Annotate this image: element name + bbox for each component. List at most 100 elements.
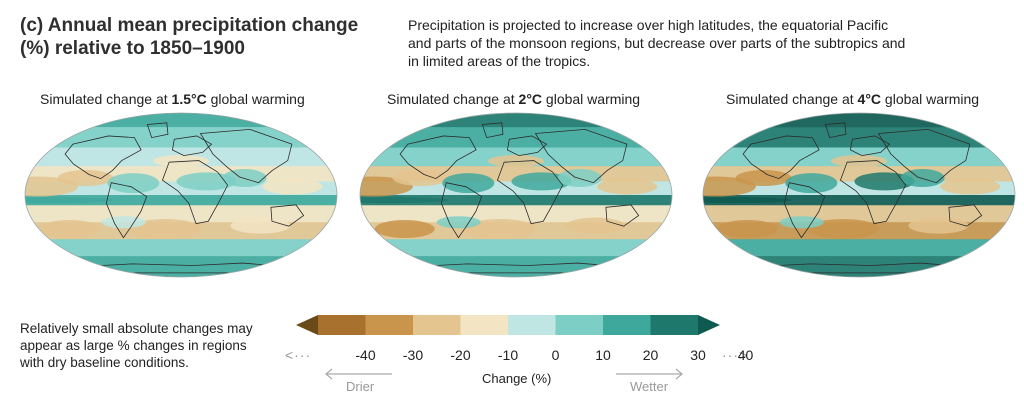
precip-patch xyxy=(831,155,887,167)
precip-patch xyxy=(392,170,449,186)
precip-patch xyxy=(360,197,449,204)
continent-outline xyxy=(877,128,971,184)
precip-patch xyxy=(785,173,838,194)
colorbar-tick-label: 30 xyxy=(690,347,706,363)
continent-outline xyxy=(839,160,907,225)
precip-patch xyxy=(557,169,602,187)
precip-band xyxy=(703,181,1015,196)
colorbar-segment xyxy=(508,315,556,335)
colorbar-tick-label: 0 xyxy=(551,347,560,363)
wetter-arrow xyxy=(616,368,683,380)
colorbar-segment xyxy=(413,315,461,335)
right-arrow-dots: ···> xyxy=(722,347,749,363)
precip-patch xyxy=(488,155,544,167)
precip-band xyxy=(25,195,337,206)
continent-outline xyxy=(105,182,148,239)
colorbar-segment xyxy=(555,315,604,335)
continent-outline xyxy=(440,182,483,239)
precip-patch xyxy=(900,169,945,187)
precip-patch xyxy=(807,219,880,239)
colorbar-segment xyxy=(365,315,414,335)
precip-patch xyxy=(703,197,792,204)
precip-band xyxy=(360,239,672,257)
colorbar-tick-label: -40 xyxy=(355,347,376,363)
map-4c xyxy=(702,112,1016,278)
map-1-5c xyxy=(24,112,338,278)
colorbar-tick-label: -20 xyxy=(450,347,471,363)
precip-patch xyxy=(129,219,202,239)
precip-patch xyxy=(597,178,658,195)
continent-outline xyxy=(172,135,213,157)
continent-outline xyxy=(399,135,477,180)
colorbar-label: Change (%) xyxy=(482,371,552,386)
precip-patch xyxy=(735,170,792,186)
continent-outline xyxy=(534,128,628,184)
precip-patch xyxy=(107,173,160,194)
continent-outline xyxy=(742,135,820,180)
precip-patch xyxy=(442,173,495,194)
precip-patch xyxy=(779,216,824,229)
map-label-3: Simulated change at 4°C global warming xyxy=(726,91,980,107)
precip-patch xyxy=(230,217,291,234)
continent-outline xyxy=(161,160,229,225)
map-label-1: Simulated change at 1.5°C global warming xyxy=(40,91,305,107)
precip-patch xyxy=(940,178,1001,195)
precip-patch xyxy=(374,220,435,238)
continent-outline xyxy=(496,160,564,225)
precip-patch xyxy=(39,220,100,238)
map-label-2: Simulated change at 2°C global warming xyxy=(387,91,641,107)
continent-outline xyxy=(199,128,293,184)
globe-outline xyxy=(702,112,1016,278)
dry-baseline-note: Relatively small absolute changes may ap… xyxy=(20,321,253,370)
figure-title: (c) Annual mean precipitation change (%)… xyxy=(20,15,359,59)
colorbar-segment xyxy=(460,315,509,335)
precip-patch xyxy=(262,178,323,195)
continent-outline xyxy=(146,122,169,139)
continent-outline xyxy=(270,204,305,227)
precip-patch xyxy=(717,220,778,238)
precip-patch xyxy=(153,155,209,167)
precip-patch xyxy=(565,217,626,234)
precip-patch xyxy=(464,219,537,239)
continent-outline xyxy=(64,135,142,180)
globe-outline xyxy=(359,112,673,278)
precip-patch xyxy=(360,176,413,197)
continent-outline xyxy=(783,182,826,239)
precip-band xyxy=(360,195,672,206)
precip-band xyxy=(703,256,1015,277)
wetter-label: Wetter xyxy=(630,379,669,394)
continent-outline xyxy=(481,122,504,139)
continent-outline xyxy=(605,204,640,227)
colorbar-extend-low xyxy=(296,315,318,335)
precip-band xyxy=(25,256,337,277)
precip-band xyxy=(25,239,337,257)
precip-band xyxy=(25,181,337,196)
colorbar-tick-label: 10 xyxy=(595,347,611,363)
precip-band xyxy=(360,181,672,196)
precip-patch xyxy=(57,170,114,186)
precip-patch xyxy=(25,197,114,204)
colorbar-tick-label: -30 xyxy=(402,347,424,363)
continent-outline xyxy=(850,135,891,157)
left-arrow-dots: <··· xyxy=(285,347,312,363)
precip-patch xyxy=(25,176,78,197)
figure-description: Precipitation is projected to increase o… xyxy=(408,17,906,69)
colorbar-tick-label: -10 xyxy=(497,347,519,363)
precip-band xyxy=(703,195,1015,206)
globe-outline xyxy=(24,112,338,278)
colorbar-segment xyxy=(650,315,699,335)
map-2c xyxy=(359,112,673,278)
colorbar-tick-label: 40 xyxy=(737,347,754,363)
colorbar-tick-label: 20 xyxy=(642,347,659,363)
precip-patch xyxy=(908,217,969,234)
precip-band xyxy=(703,239,1015,257)
continent-outline xyxy=(824,122,847,139)
continent-outline xyxy=(507,135,548,157)
drier-label: Drier xyxy=(346,379,375,394)
colorbar-segment xyxy=(603,315,651,335)
precip-patch xyxy=(436,216,481,229)
colorbar xyxy=(296,315,720,335)
precip-patch xyxy=(222,169,267,187)
precip-band xyxy=(360,256,672,277)
drier-arrow xyxy=(325,368,392,380)
